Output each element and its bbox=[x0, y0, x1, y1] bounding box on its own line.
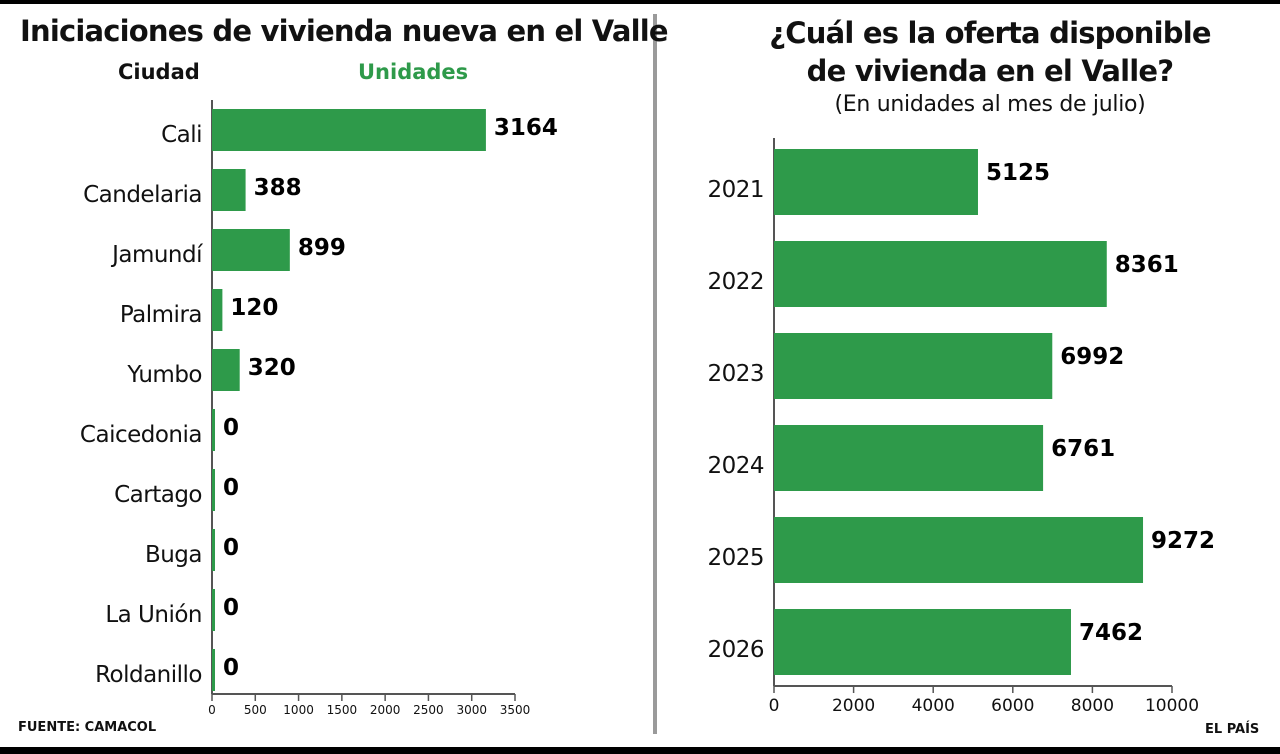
value-label-palmira: 120 bbox=[230, 295, 278, 321]
bar-caicedonia bbox=[212, 409, 215, 451]
x-tick-label: 2000 bbox=[832, 696, 875, 716]
right-chart-subtitle: (En unidades al mes de julio) bbox=[834, 92, 1146, 117]
source-note: FUENTE: CAMACOL bbox=[18, 720, 157, 735]
right-chart-title: ¿Cuál es la oferta disponible de viviend… bbox=[690, 14, 1280, 90]
brand-logo: EL PAÍS bbox=[1205, 722, 1260, 737]
bar-cali bbox=[212, 109, 486, 151]
category-label-roldanillo: Roldanillo bbox=[95, 662, 202, 688]
left-chart-title: Iniciaciones de vivienda nueva en el Val… bbox=[20, 14, 669, 48]
x-tick-label: 3500 bbox=[500, 703, 531, 717]
x-tick-label: 500 bbox=[244, 703, 267, 717]
value-label-la-union: 0 bbox=[223, 595, 239, 621]
category-label-cali: Cali bbox=[161, 122, 202, 148]
x-tick-label: 0 bbox=[208, 703, 216, 717]
bar-palmira bbox=[212, 289, 223, 331]
x-tick-label: 6000 bbox=[991, 696, 1034, 716]
right-title-line2: de vivienda en el Valle? bbox=[806, 54, 1174, 88]
value-label-2023: 6992 bbox=[1060, 344, 1124, 370]
value-label-2026: 7462 bbox=[1079, 620, 1143, 646]
bar-2021 bbox=[774, 149, 978, 215]
value-label-2024: 6761 bbox=[1051, 436, 1115, 462]
value-label-2021: 5125 bbox=[986, 160, 1050, 186]
category-label-2022: 2022 bbox=[707, 269, 764, 295]
value-label-candelaria: 388 bbox=[254, 175, 302, 201]
right-title-line1: ¿Cuál es la oferta disponible bbox=[769, 16, 1211, 50]
left-bar-chart: 0 500 1000 1500 2000 2500 3000 3500 Cali 3164 Cand… bbox=[80, 100, 558, 717]
category-label-jamundi: Jamundí bbox=[110, 242, 203, 268]
bar-2024 bbox=[774, 425, 1044, 491]
value-label-jamundi: 899 bbox=[298, 235, 346, 261]
bar-buga bbox=[212, 529, 215, 571]
bar-2025 bbox=[774, 517, 1144, 583]
value-label-roldanillo: 0 bbox=[223, 655, 239, 681]
x-tick-label: 4000 bbox=[912, 696, 955, 716]
x-tick-label: 1500 bbox=[327, 703, 358, 717]
bottom-rule bbox=[0, 747, 1280, 754]
bar-jamundi bbox=[212, 229, 290, 271]
bar-cartago bbox=[212, 469, 215, 511]
bar-candelaria bbox=[212, 169, 246, 211]
category-label-2023: 2023 bbox=[707, 361, 764, 387]
value-label-2022: 8361 bbox=[1115, 252, 1179, 278]
value-label-cartago: 0 bbox=[223, 475, 239, 501]
category-label-candelaria: Candelaria bbox=[83, 182, 202, 208]
category-label-2025: 2025 bbox=[707, 545, 764, 571]
top-rule bbox=[0, 0, 1280, 4]
category-label-la-union: La Unión bbox=[105, 602, 202, 628]
x-tick-label: 3000 bbox=[456, 703, 487, 717]
category-label-cartago: Cartago bbox=[114, 482, 202, 508]
value-label-caicedonia: 0 bbox=[223, 415, 239, 441]
city-column-header: Ciudad bbox=[118, 60, 200, 84]
units-column-header: Unidades bbox=[358, 60, 469, 84]
bar-yumbo bbox=[212, 349, 240, 391]
value-label-cali: 3164 bbox=[494, 115, 558, 141]
category-label-caicedonia: Caicedonia bbox=[80, 422, 202, 448]
category-label-2021: 2021 bbox=[707, 177, 764, 203]
bar-2026 bbox=[774, 609, 1071, 675]
value-label-buga: 0 bbox=[223, 535, 239, 561]
category-label-yumbo: Yumbo bbox=[126, 362, 202, 388]
panel-divider bbox=[653, 14, 657, 734]
x-tick-label: 2000 bbox=[370, 703, 401, 717]
category-label-buga: Buga bbox=[145, 542, 202, 568]
x-tick-label: 1000 bbox=[283, 703, 314, 717]
bar-la-union bbox=[212, 589, 215, 631]
bar-roldanillo bbox=[212, 649, 215, 691]
x-tick-label: 10000 bbox=[1145, 696, 1199, 716]
x-tick-label: 8000 bbox=[1071, 696, 1114, 716]
bar-2022 bbox=[774, 241, 1107, 307]
category-label-2024: 2024 bbox=[707, 453, 764, 479]
category-label-2026: 2026 bbox=[707, 637, 764, 663]
bar-2023 bbox=[774, 333, 1053, 399]
x-tick-label: 0 bbox=[769, 696, 780, 716]
value-label-2025: 9272 bbox=[1151, 528, 1215, 554]
category-label-palmira: Palmira bbox=[120, 302, 202, 328]
value-label-yumbo: 320 bbox=[248, 355, 296, 381]
x-tick-label: 2500 bbox=[413, 703, 444, 717]
